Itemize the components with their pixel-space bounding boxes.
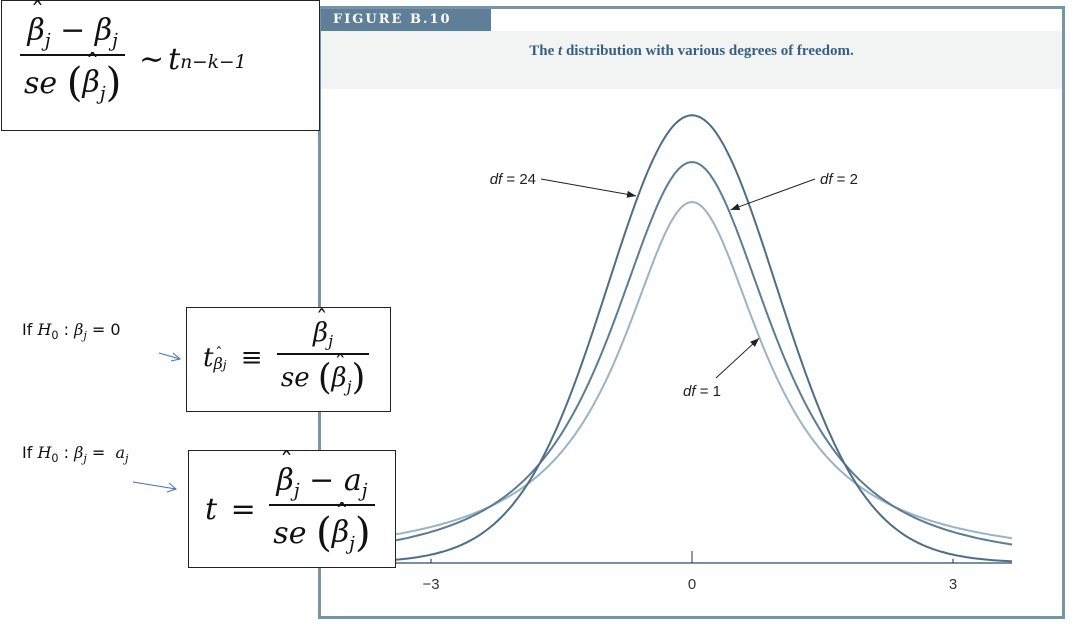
arrow-df-2 — [730, 178, 816, 211]
equiv-symbol: ≡ — [240, 342, 263, 373]
beta-hat-symbol: β — [313, 318, 328, 348]
subscript-j: j — [361, 480, 368, 502]
subscript-j: j — [328, 331, 334, 351]
figure-panel: The t distribution with various degrees … — [318, 6, 1065, 619]
subscript-j: j — [349, 532, 355, 554]
arrow-icon — [158, 352, 182, 362]
subscript-j: j — [293, 480, 300, 502]
beta-hat-symbol: β — [332, 515, 349, 550]
arrow-df-1 — [715, 337, 760, 379]
a-symbol: a — [343, 463, 362, 498]
series-annotation: df = 1 — [683, 383, 721, 400]
beta-hat-symbol: β — [28, 13, 45, 48]
t-statistic-formula: t = βj − aj se (βj) — [188, 450, 396, 568]
beta-hat-symbol: β — [213, 354, 222, 373]
series-line-df-24 — [395, 114, 1013, 563]
arrow-df-1-head — [750, 338, 760, 347]
x-tick-label: 3 — [949, 576, 957, 593]
subscript-j: j — [346, 376, 352, 396]
arrow-df-24-head — [626, 190, 637, 198]
distributed-as-symbol: ∼ — [138, 41, 165, 77]
beta-symbol: β — [94, 13, 113, 48]
hypothesis-a-label: If H0 : βj = aj — [22, 443, 129, 466]
beta-hat-symbol: β — [332, 363, 347, 393]
caption-prefix: The — [529, 43, 559, 59]
degrees-of-freedom-subscript: n−k−1 — [180, 52, 247, 74]
t-ratio-fraction: βj se (βj) — [276, 318, 370, 398]
series-annotation: df = 2 — [820, 171, 858, 188]
se-label: se — [24, 65, 58, 101]
se-label: se — [273, 515, 307, 551]
t-ratio-formula: tβj ≡ βj se (βj) — [186, 307, 391, 412]
t-symbol: t — [203, 342, 214, 373]
se-label: se — [280, 362, 310, 393]
series-line-df-2 — [395, 161, 1013, 546]
hypothesis-zero-label: If H0 : βj = 0 — [22, 320, 121, 343]
caption-variable: t — [558, 43, 563, 59]
t-statistic-distribution-formula: βj − βj se (βj) ∼tn−k−1 — [1, 0, 320, 131]
arrow-df-24 — [540, 178, 637, 197]
minus-sign: − — [299, 463, 344, 498]
subscript-j: j — [99, 82, 106, 104]
t-symbol: t — [168, 41, 181, 77]
arrow-icon — [132, 481, 177, 493]
subscript-j: j — [44, 30, 51, 52]
arrow-df-2-head — [730, 203, 741, 211]
figure-tag: FIGURE B.10 — [321, 9, 491, 31]
caption-suffix: distribution with various degrees of fre… — [562, 43, 854, 59]
t-symbol: t — [205, 491, 218, 527]
subscript-j: j — [222, 357, 227, 372]
main-fraction: βj − βj se (βj) — [20, 13, 126, 106]
t-statistic-fraction: βj − aj se (βj) — [269, 463, 375, 556]
minus-sign: − — [50, 13, 95, 48]
series-annotation: df = 24 — [490, 171, 536, 188]
beta-hat-symbol: β — [277, 463, 294, 498]
equals-symbol: = — [230, 491, 256, 527]
subscript-j: j — [112, 30, 118, 52]
x-tick-label: 0 — [688, 576, 696, 593]
x-tick-label: −3 — [422, 576, 439, 593]
figure-caption-band: The t distribution with various degrees … — [321, 31, 1062, 89]
series-line-df-1 — [395, 200, 1013, 540]
beta-hat-symbol: β — [83, 65, 100, 100]
figure-caption: The t distribution with various degrees … — [321, 43, 1062, 60]
